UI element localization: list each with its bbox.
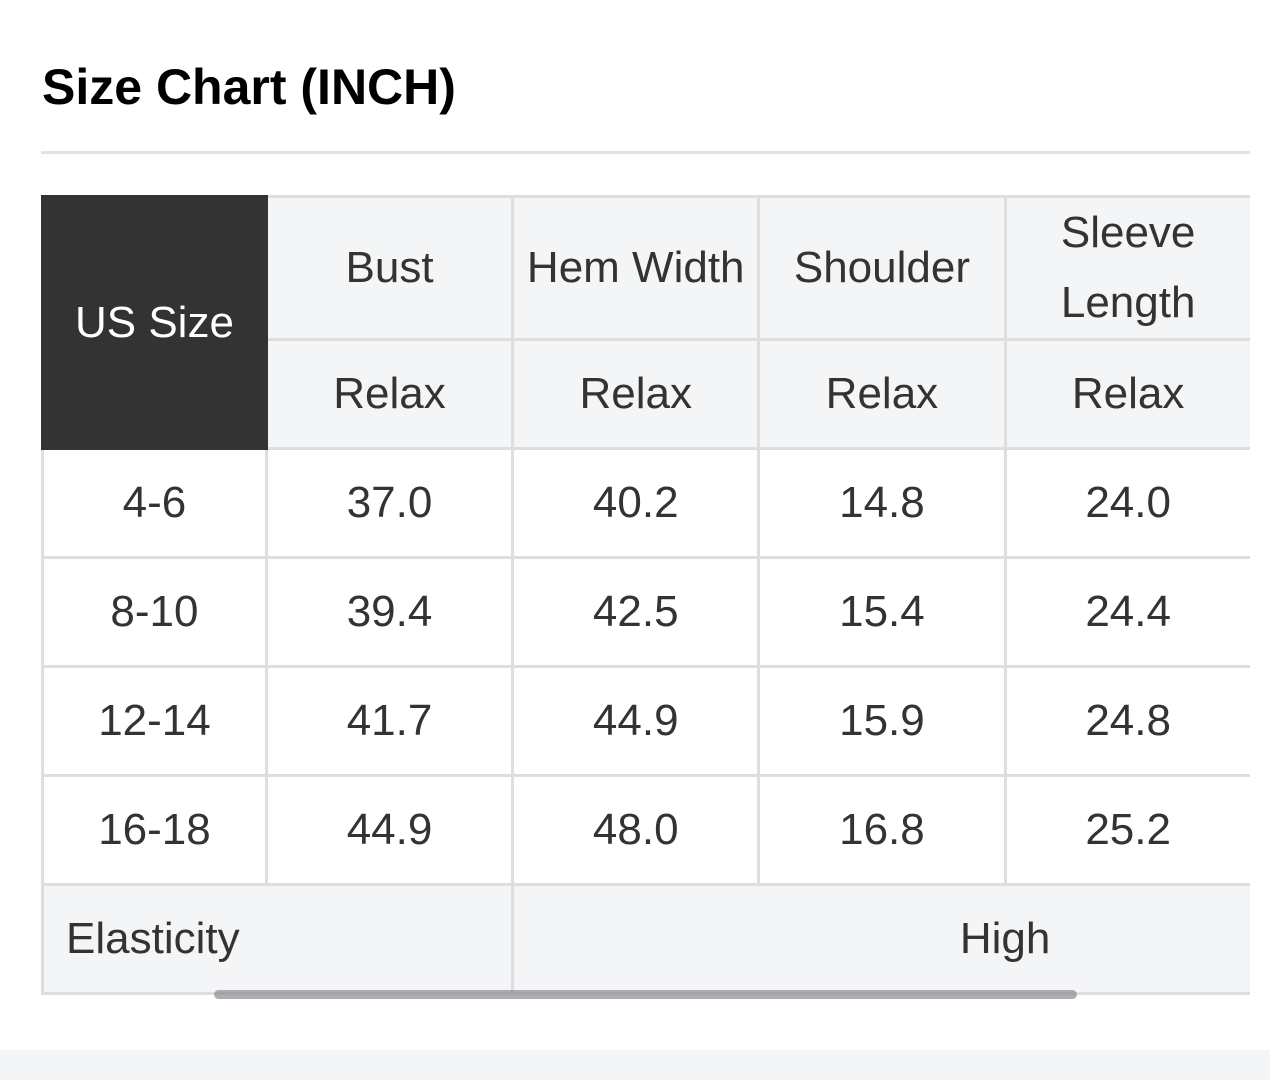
table-row: 12-14 41.7 44.9 15.9 24.8 xyxy=(41,665,1250,777)
value-cell: 37.0 xyxy=(264,447,515,559)
value-cell: 42.5 xyxy=(511,556,761,668)
page-title: Size Chart (INCH) xyxy=(42,59,456,115)
value-cell: 24.0 xyxy=(1003,447,1250,559)
column-header-shoulder: Shoulder xyxy=(757,195,1007,341)
value-cell: 41.7 xyxy=(264,665,515,777)
elasticity-label: Elasticity xyxy=(41,883,515,995)
value-cell: 40.2 xyxy=(511,447,761,559)
value-cell: 39.4 xyxy=(264,556,515,668)
subheader-hem-width: Relax xyxy=(511,338,761,450)
column-header-hem-width: Hem Width xyxy=(511,195,761,341)
value-cell: 15.9 xyxy=(757,665,1007,777)
size-cell: 16-18 xyxy=(41,774,268,886)
value-cell: 24.8 xyxy=(1003,665,1250,777)
bottom-band xyxy=(0,1050,1270,1080)
column-header-sleeve-length: Sleeve Length xyxy=(1003,195,1250,341)
column-header-bust: Bust xyxy=(264,195,515,341)
value-cell: 15.4 xyxy=(757,556,1007,668)
size-cell: 8-10 xyxy=(41,556,268,668)
value-cell: 48.0 xyxy=(511,774,761,886)
subheader-shoulder: Relax xyxy=(757,338,1007,450)
size-chart-table: US Size Bust Hem Width Shoulder Sleeve L… xyxy=(41,195,1250,995)
value-cell: 24.4 xyxy=(1003,556,1250,668)
header-row: US Size Bust Hem Width Shoulder Sleeve L… xyxy=(41,195,1250,450)
subheader-bust: Relax xyxy=(264,338,515,450)
subheader-sleeve-length: Relax xyxy=(1003,338,1250,450)
us-size-header: US Size xyxy=(41,195,268,450)
value-cell: 25.2 xyxy=(1003,774,1250,886)
size-cell: 4-6 xyxy=(41,447,268,559)
subheader-row: Relax Relax Relax Relax xyxy=(43,338,1250,450)
table-row: 8-10 39.4 42.5 15.4 24.4 xyxy=(41,556,1250,668)
value-cell: 44.9 xyxy=(264,774,515,886)
elasticity-value: High xyxy=(511,883,1250,995)
elasticity-row: Elasticity High xyxy=(41,883,1250,995)
table-row: 16-18 44.9 48.0 16.8 25.2 xyxy=(41,774,1250,886)
table-row: 4-6 37.0 40.2 14.8 24.0 xyxy=(41,447,1250,559)
value-cell: 44.9 xyxy=(511,665,761,777)
horizontal-scrollbar[interactable] xyxy=(214,990,1077,999)
divider xyxy=(41,151,1250,154)
value-cell: 16.8 xyxy=(757,774,1007,886)
size-chart-scroll-container[interactable]: US Size Bust Hem Width Shoulder Sleeve L… xyxy=(41,195,1250,1009)
value-cell: 14.8 xyxy=(757,447,1007,559)
size-cell: 12-14 xyxy=(41,665,268,777)
